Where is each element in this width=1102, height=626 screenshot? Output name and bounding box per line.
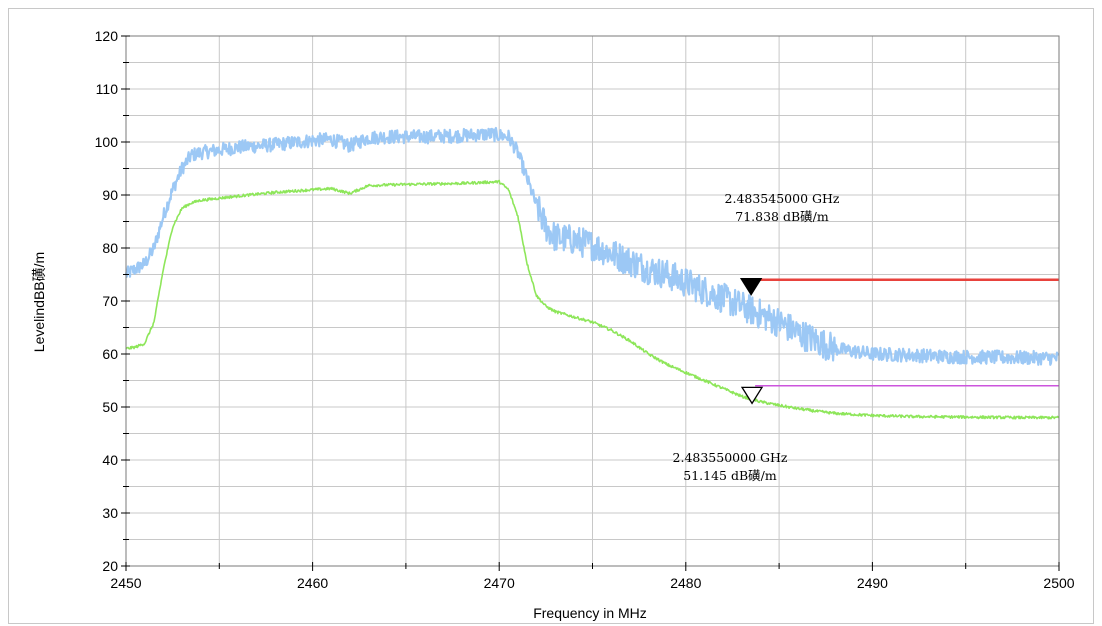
marker-frequency-label: 2.483545000 GHz xyxy=(725,191,840,206)
y-tick-label: 100 xyxy=(95,134,119,150)
axes xyxy=(121,35,1060,571)
markers: 2.483545000 GHz 71.838 dB磺/m 2.483550000 G… xyxy=(673,191,840,483)
y-tick-label: 40 xyxy=(102,452,118,468)
x-axis-title: Frequency in MHz xyxy=(533,605,647,621)
tick-labels: 20 30 40 50 60 70 80 90 100 110 120 2450 2460 2470 248… xyxy=(95,28,1075,591)
y-tick-label: 90 xyxy=(102,187,118,203)
marker-level-label: 71.838 dB磺/m xyxy=(735,209,829,224)
y-tick-label: 120 xyxy=(95,28,119,44)
y-tick-label: 80 xyxy=(102,240,118,256)
marker-peak xyxy=(739,278,763,296)
series-line-average xyxy=(125,179,1060,420)
series-group xyxy=(124,126,1060,420)
x-tick-label: 2460 xyxy=(297,575,328,591)
y-tick-label: 30 xyxy=(102,505,118,521)
y-axis-title: LevelindBB磺/m xyxy=(31,252,47,352)
y-tick-label: 60 xyxy=(102,346,118,362)
y-tick-label: 20 xyxy=(102,558,118,574)
marker-level-label: 51.145 dB磺/m xyxy=(683,468,777,483)
x-tick-label: 2490 xyxy=(857,575,888,591)
y-tick-label: 110 xyxy=(96,81,119,97)
series-line-peak xyxy=(124,126,1060,366)
x-tick-label: 2470 xyxy=(484,575,515,591)
x-tick-label: 2480 xyxy=(670,575,701,591)
chart-frame xyxy=(8,8,1094,624)
y-tick-label: 70 xyxy=(102,293,118,309)
x-tick-label: 2500 xyxy=(1043,575,1074,591)
limit-lines xyxy=(755,278,1059,387)
marker-frequency-label: 2.483550000 GHz xyxy=(673,450,788,465)
grid xyxy=(125,35,1060,567)
marker-average xyxy=(740,386,764,405)
y-tick-label: 50 xyxy=(102,399,118,415)
x-tick-label: 2450 xyxy=(110,575,141,591)
